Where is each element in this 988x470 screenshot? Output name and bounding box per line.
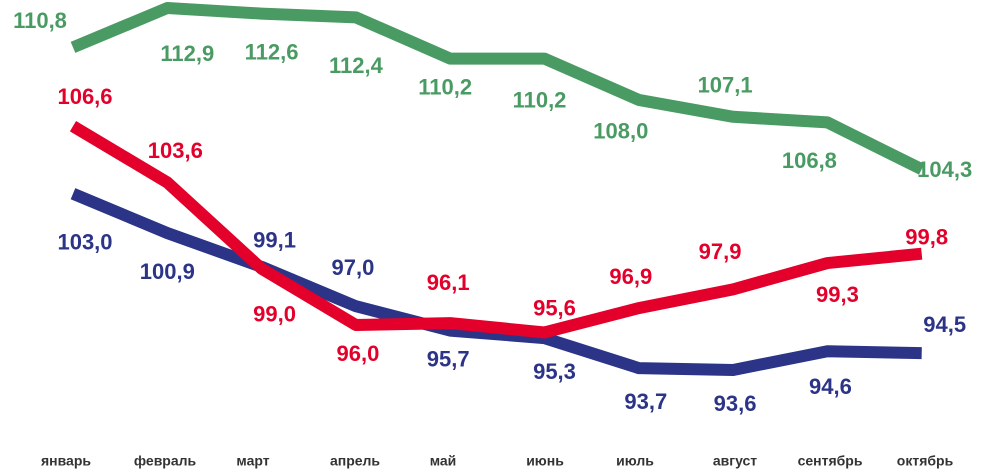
data-label: 112,6 xyxy=(245,39,299,64)
data-label: 103,6 xyxy=(148,138,203,163)
series-line xyxy=(70,2,925,175)
x-tick-label: август xyxy=(713,453,757,469)
data-label: 96,9 xyxy=(609,264,652,289)
data-label: 93,7 xyxy=(624,389,667,414)
data-label: 106,8 xyxy=(782,148,837,173)
data-label: 112,9 xyxy=(160,41,214,66)
data-label: 99,3 xyxy=(816,282,859,307)
x-tick-label: июнь xyxy=(526,453,564,469)
data-label: 94,5 xyxy=(923,312,966,337)
data-label: 100,9 xyxy=(140,259,195,284)
data-label: 110,8 xyxy=(13,8,67,33)
series-line xyxy=(69,121,923,339)
x-tick-label: апрель xyxy=(330,453,380,469)
data-label: 99,8 xyxy=(905,225,948,250)
x-tick-label: февраль xyxy=(134,453,197,469)
data-label: 95,3 xyxy=(533,359,576,384)
x-tick-label: июль xyxy=(616,453,654,469)
data-label: 95,7 xyxy=(427,346,470,371)
data-label: 112,4 xyxy=(329,53,384,78)
series-line xyxy=(70,188,922,376)
data-label: 96,1 xyxy=(427,270,470,295)
data-label: 97,0 xyxy=(331,255,374,280)
data-label: 108,0 xyxy=(593,119,648,144)
data-label: 93,6 xyxy=(714,391,757,416)
data-label: 106,6 xyxy=(57,84,112,109)
data-label: 107,1 xyxy=(698,73,753,98)
data-label: 110,2 xyxy=(513,87,567,112)
data-label: 110,2 xyxy=(418,74,472,99)
data-label: 103,0 xyxy=(57,230,112,255)
x-tick-label: март xyxy=(236,453,269,469)
data-label: 96,0 xyxy=(336,341,379,366)
data-label: 97,9 xyxy=(699,239,742,264)
x-tick-label: октябрь xyxy=(897,453,954,469)
data-label: 104,3 xyxy=(917,157,972,182)
data-label: 99,1 xyxy=(253,228,296,253)
data-label: 95,6 xyxy=(533,295,576,320)
x-tick-label: январь xyxy=(41,453,91,469)
x-tick-label: сентябрь xyxy=(798,453,863,469)
data-label: 94,6 xyxy=(809,374,852,399)
data-label: 99,0 xyxy=(253,302,296,327)
x-tick-label: май xyxy=(430,453,457,469)
